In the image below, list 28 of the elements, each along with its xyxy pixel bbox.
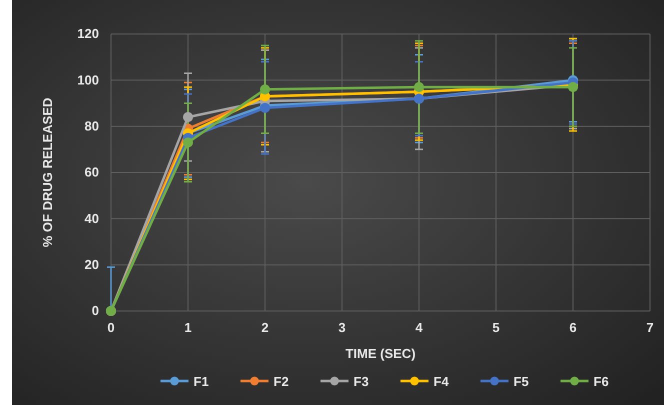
- x-axis-title: TIME (SEC): [345, 346, 416, 361]
- point: [182, 112, 194, 122]
- y-tick-label: 40: [84, 210, 99, 226]
- y-axis-title: % OF DRUG RELEASED: [40, 98, 55, 248]
- point: [182, 137, 194, 148]
- x-tick-label: 2: [261, 320, 269, 336]
- point: [568, 82, 578, 92]
- y-tick-label: 60: [84, 164, 99, 180]
- legend-label: F2: [274, 374, 289, 389]
- legend-label: F3: [354, 374, 369, 389]
- legend-label: F6: [594, 374, 609, 389]
- legend-label: F1: [194, 374, 209, 389]
- y-tick-label: 20: [84, 256, 99, 272]
- x-tick-label: 5: [492, 320, 500, 336]
- x-tick-label: 4: [415, 320, 424, 336]
- y-tick-label: 0: [92, 303, 99, 318]
- y-tick-label: 100: [77, 72, 99, 88]
- point: [260, 84, 270, 94]
- y-tick-label: 120: [77, 26, 99, 42]
- x-tick-label: 1: [184, 320, 192, 336]
- x-tick-label: 0: [107, 320, 115, 336]
- x-tick-label: 3: [338, 320, 346, 336]
- y-tick-label: 80: [84, 118, 99, 134]
- point: [414, 82, 424, 92]
- x-tick-label: 6: [569, 320, 577, 336]
- legend-label: F4: [434, 374, 450, 389]
- x-tick-label: 7: [646, 320, 654, 336]
- legend-label: F5: [514, 374, 529, 389]
